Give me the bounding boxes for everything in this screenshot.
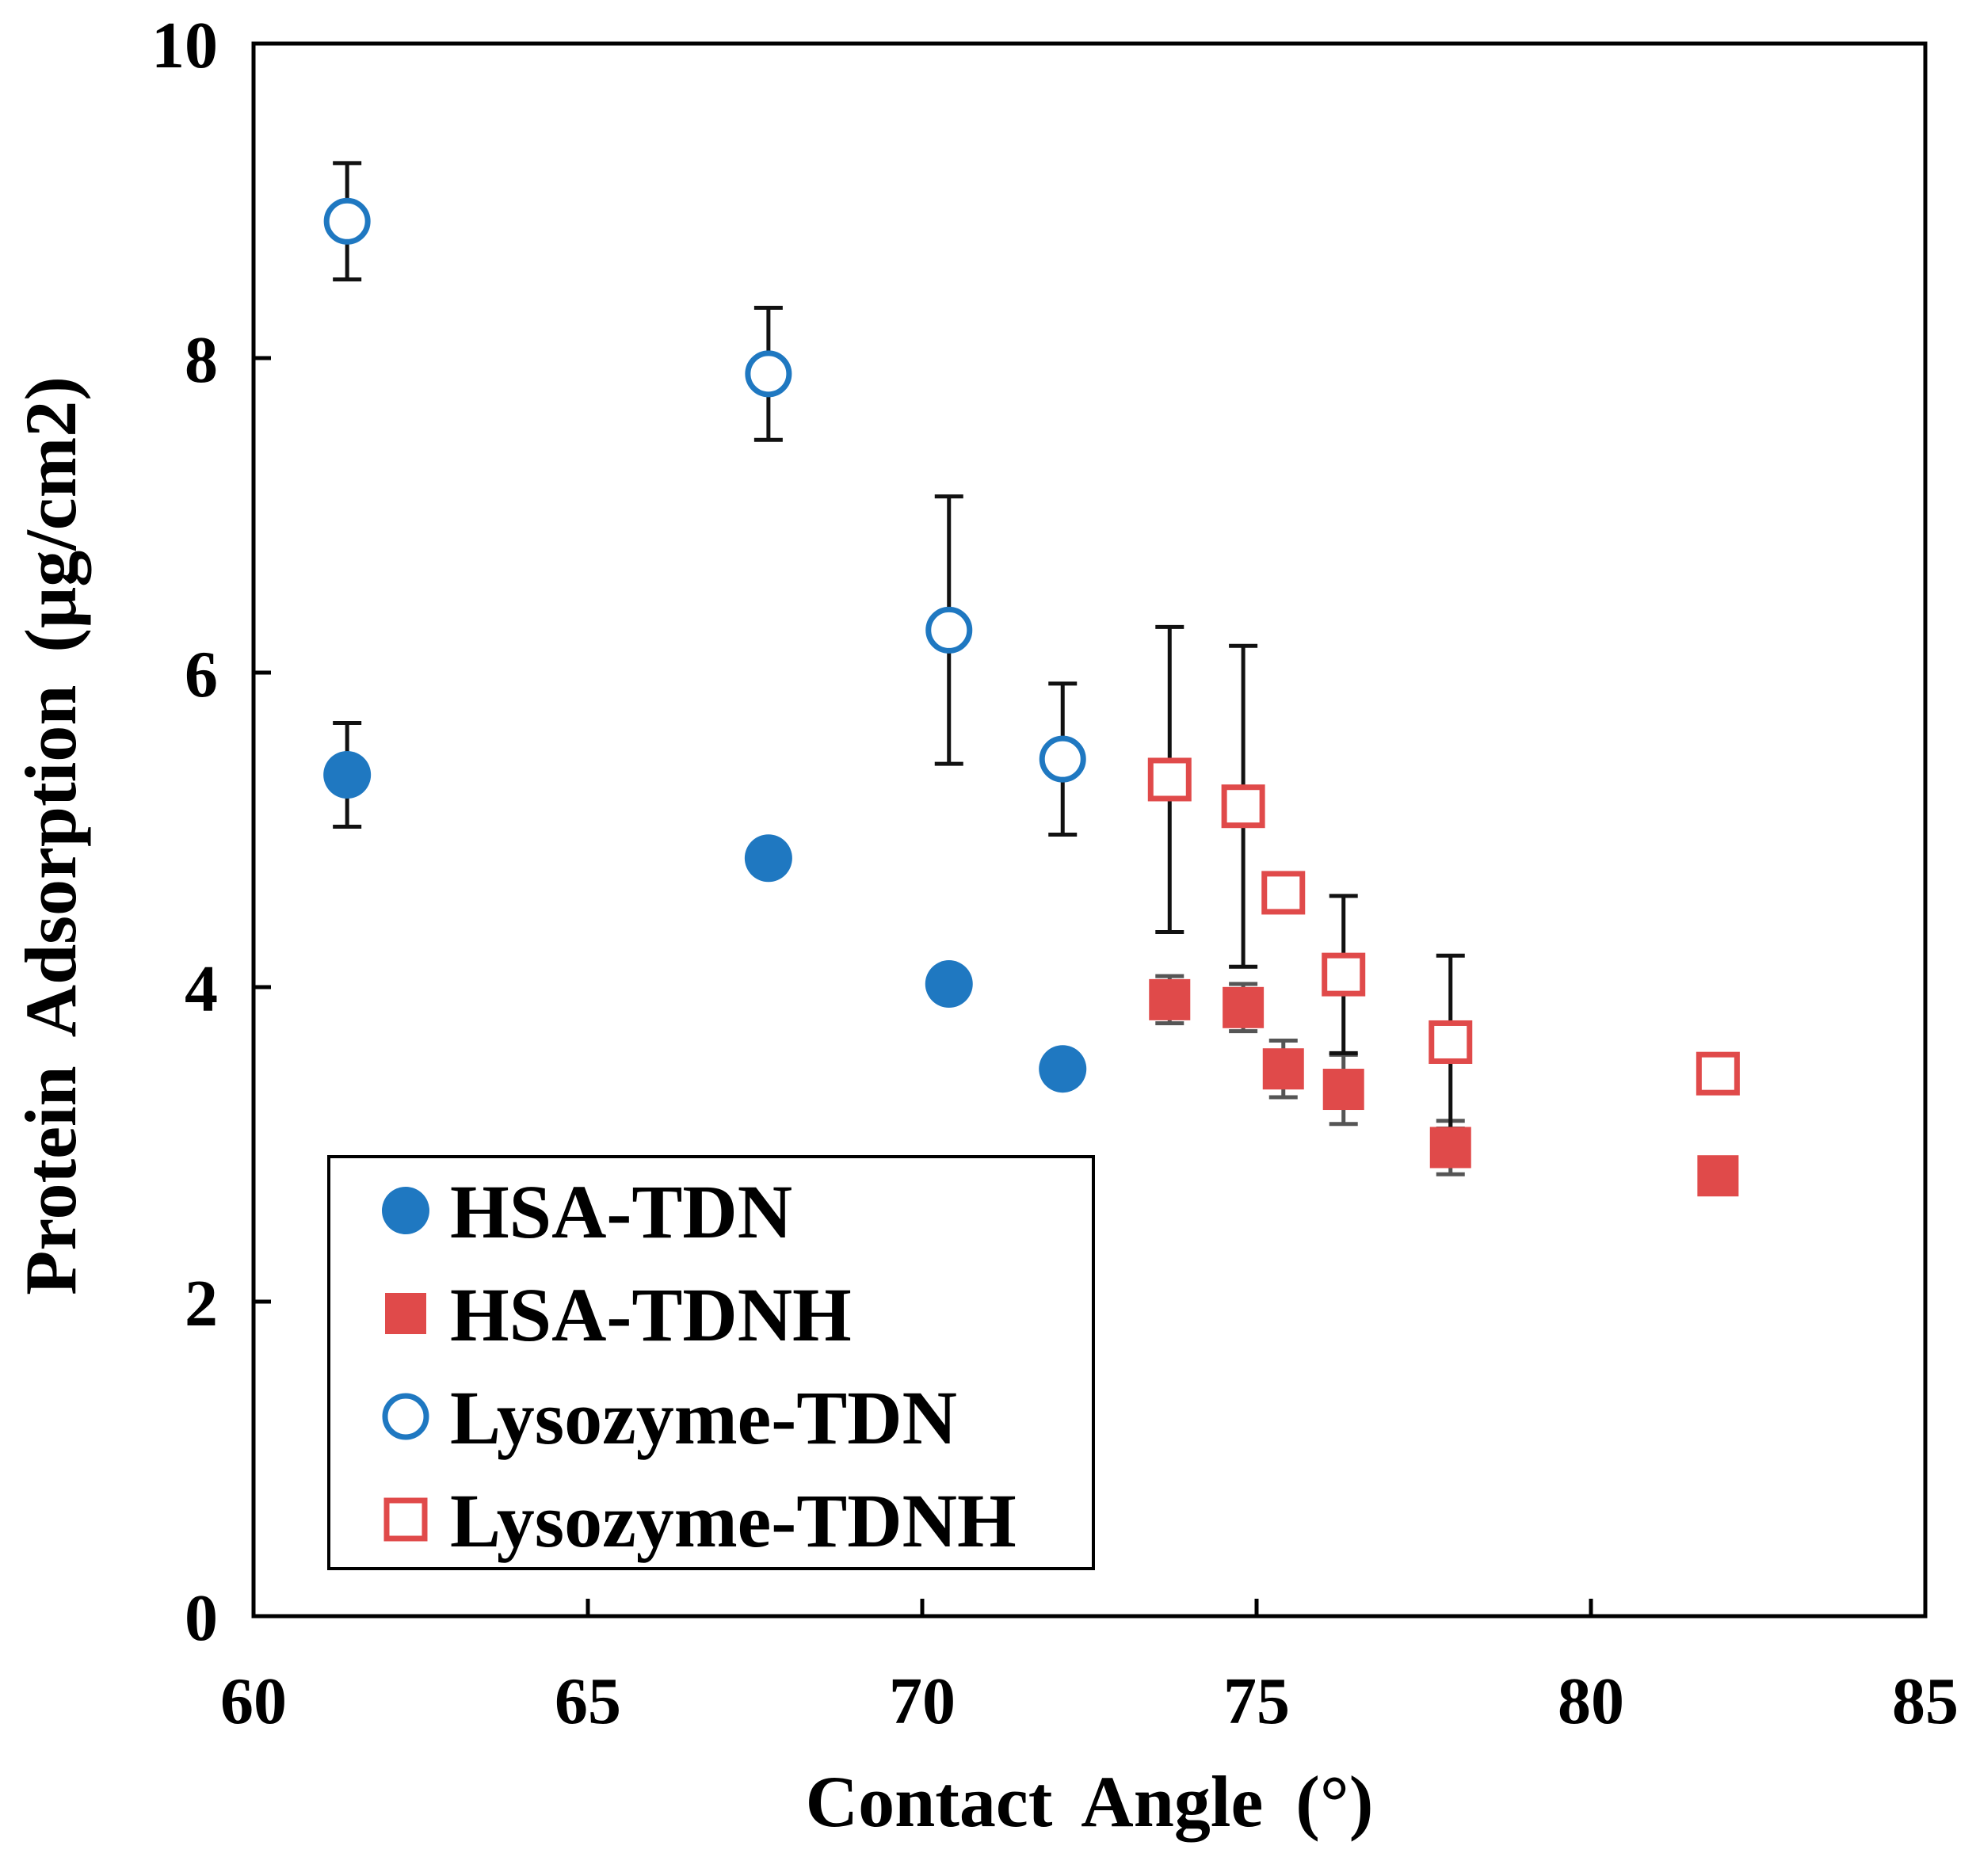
hsa-tdnh-point — [1429, 1127, 1471, 1169]
y-tick-label: 6 — [185, 638, 218, 711]
markers-layer — [323, 197, 1740, 1197]
legend-marker-hsa-tdn — [382, 1187, 429, 1234]
x-axis-title: Contact Angle (°) — [806, 1761, 1374, 1842]
legend-label: Lysozyme-TDN — [450, 1375, 957, 1460]
lysozyme-tdnh-point — [1322, 952, 1366, 997]
hsa-tdnh-point — [1697, 1155, 1739, 1197]
lysozyme-tdn-point — [323, 197, 371, 245]
hsa-tdn-point — [744, 834, 792, 883]
y-axis-title: Protein Adsorption (μg/cm2) — [10, 376, 91, 1295]
y-axis: 0 2 4 6 8 10 — [151, 9, 271, 1655]
x-tick-label: 80 — [1558, 1664, 1624, 1738]
y-tick-label: 8 — [185, 323, 218, 397]
hsa-tdnh-point — [1322, 1069, 1364, 1111]
plot-area-frame — [251, 41, 1928, 1619]
hsa-tdn-point — [323, 751, 372, 799]
hsa-tdnh-point — [1262, 1048, 1304, 1090]
x-tick-label: 60 — [220, 1664, 287, 1738]
y-tick-label: 2 — [185, 1267, 218, 1340]
y-tick-label: 10 — [151, 9, 218, 82]
legend-marker-lysozyme-tdnh — [383, 1497, 428, 1542]
legend-marker-hsa-tdnh — [385, 1293, 426, 1334]
legend-label: HSA-TDN — [450, 1169, 792, 1254]
x-tick-label: 70 — [889, 1664, 956, 1738]
legend: HSA-TDN HSA-TDNH Lysozyme-TDN Lysozyme-TDNH — [327, 1155, 1095, 1570]
hsa-tdn-point — [1039, 1045, 1087, 1093]
lysozyme-tdn-point — [1039, 735, 1086, 783]
x-axis: 60 65 70 75 80 85 — [220, 1599, 1959, 1738]
x-tick-label: 85 — [1892, 1664, 1959, 1738]
lysozyme-tdnh-point — [1221, 784, 1265, 829]
lysozyme-tdnh-point — [1147, 757, 1192, 802]
y-tick-label: 0 — [185, 1581, 218, 1655]
x-tick-label: 75 — [1223, 1664, 1290, 1738]
lysozyme-tdnh-point — [1429, 1020, 1473, 1064]
lysozyme-tdnh-point — [1261, 871, 1306, 915]
legend-box — [327, 1155, 1095, 1570]
y-tick-label: 4 — [185, 952, 218, 1026]
lysozyme-tdn-point — [745, 350, 792, 398]
legend-label: HSA-TDNH — [450, 1272, 852, 1357]
legend-marker-lysozyme-tdn — [382, 1393, 429, 1440]
x-tick-label: 65 — [555, 1664, 621, 1738]
hsa-tdnh-point — [1223, 986, 1265, 1028]
legend-label: Lysozyme-TDNH — [450, 1478, 1017, 1563]
lysozyme-tdn-point — [925, 606, 973, 654]
hsa-tdnh-point — [1149, 978, 1191, 1020]
lysozyme-tdnh-point — [1696, 1051, 1740, 1096]
hsa-tdn-point — [925, 960, 973, 1009]
